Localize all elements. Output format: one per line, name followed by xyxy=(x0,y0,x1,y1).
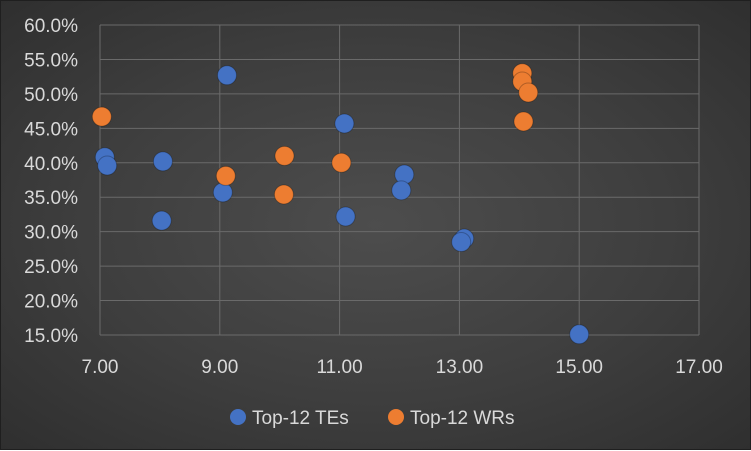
x-axis: 7.00 9.00 11.00 13.00 15.00 17.00 xyxy=(82,357,723,378)
data-points xyxy=(91,63,590,345)
x-tick-label: 13.00 xyxy=(436,357,484,378)
point-top-12-wrs xyxy=(91,106,112,127)
y-tick-label: 60.0% xyxy=(24,16,78,37)
legend-label: Top-12 WRs xyxy=(410,408,515,429)
point-top-12-wrs xyxy=(513,111,534,132)
legend-marker xyxy=(230,409,246,425)
point-top-12-wrs xyxy=(274,145,295,166)
point-top-12-tes xyxy=(334,113,355,134)
x-tick-label: 7.00 xyxy=(82,357,119,378)
y-axis: 15.0% 20.0% 25.0% 30.0% 35.0% 40.0% 45.0% 50.0%… xyxy=(24,16,78,347)
point-top-12-wrs xyxy=(215,165,236,186)
y-tick-label: 35.0% xyxy=(24,188,78,209)
y-tick-label: 40.0% xyxy=(24,154,78,175)
x-tick-label: 11.00 xyxy=(317,357,363,378)
legend: Top-12 TEs Top-12 WRs xyxy=(230,408,515,429)
y-tick-label: 45.0% xyxy=(24,119,78,140)
y-tick-label: 15.0% xyxy=(24,326,78,347)
point-top-12-wrs xyxy=(518,82,539,103)
point-top-12-tes xyxy=(335,206,356,227)
point-top-12-tes xyxy=(569,324,590,345)
y-tick-label: 30.0% xyxy=(24,223,78,244)
point-top-12-tes xyxy=(152,151,173,172)
point-top-12-tes xyxy=(151,210,172,231)
y-tick-label: 20.0% xyxy=(24,292,78,313)
y-tick-label: 55.0% xyxy=(24,50,78,71)
point-top-12-tes xyxy=(216,65,237,86)
point-top-12-tes xyxy=(212,182,233,203)
y-tick-label: 25.0% xyxy=(24,257,78,278)
point-top-12-tes xyxy=(97,155,118,176)
point-top-12-tes xyxy=(391,180,412,201)
x-tick-label: 15.00 xyxy=(555,357,603,378)
legend-marker xyxy=(388,409,404,425)
y-tick-label: 50.0% xyxy=(24,85,78,106)
point-top-12-wrs xyxy=(331,152,352,173)
point-top-12-tes xyxy=(451,232,472,252)
x-tick-label: 17.00 xyxy=(675,357,723,378)
point-top-12-wrs xyxy=(273,184,294,205)
x-tick-label: 9.00 xyxy=(201,357,238,378)
legend-label: Top-12 TEs xyxy=(252,408,349,429)
